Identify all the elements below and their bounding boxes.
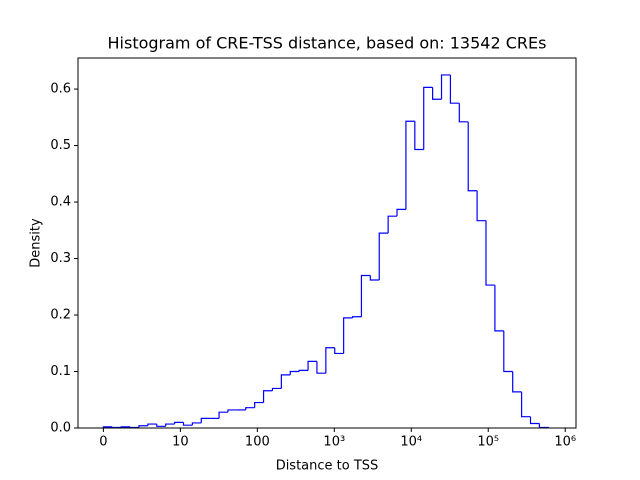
- histogram-bin: [298, 369, 309, 372]
- histogram-bin: [494, 285, 504, 332]
- histogram-bin: [405, 120, 415, 210]
- histogram-bin: [396, 208, 406, 217]
- histogram-bin: [432, 87, 442, 100]
- histogram-bin: [120, 426, 131, 428]
- histogram-bin: [387, 215, 398, 234]
- histogram-bin: [138, 425, 148, 428]
- y-tick-label: 0.5: [50, 138, 71, 153]
- histogram-bin: [271, 387, 282, 391]
- histogram-bin: [378, 232, 389, 280]
- histogram-bin: [351, 316, 362, 318]
- histogram-bin: [147, 423, 157, 426]
- x-tick-label: 100: [245, 435, 270, 450]
- histogram-bin: [182, 422, 193, 426]
- histogram-bin: [503, 330, 513, 373]
- histogram-bin: [129, 426, 139, 429]
- histogram-bin: [280, 374, 291, 389]
- histogram-bin: [262, 390, 273, 403]
- x-tick-label: 0: [99, 435, 107, 450]
- histogram-bin: [325, 347, 335, 374]
- histogram-bin: [165, 423, 175, 427]
- histogram-bin: [538, 423, 549, 429]
- y-axis-label: Density: [29, 218, 44, 268]
- x-axis-label: Distance to TSS: [276, 459, 379, 474]
- histogram-bin: [316, 361, 326, 374]
- histogram-bin: [218, 411, 228, 419]
- y-tick-label: 0.4: [50, 195, 71, 210]
- y-tick-label: 0.3: [50, 251, 71, 266]
- histogram-bin: [227, 409, 237, 413]
- histogram-bin: [458, 103, 469, 123]
- histogram-bin: [467, 121, 478, 192]
- histogram-bin: [423, 86, 433, 150]
- histogram-bin: [254, 401, 264, 408]
- histogram-bin: [111, 426, 122, 429]
- histogram-bin: [343, 317, 353, 354]
- histogram-bin: [520, 391, 531, 418]
- histogram-bin: [191, 422, 202, 426]
- x-tick-label: 10: [172, 435, 189, 450]
- histogram-bin: [173, 421, 184, 425]
- histogram-bin: [440, 74, 451, 100]
- histogram-bin: [529, 416, 540, 425]
- histogram-bin: [334, 347, 344, 355]
- plot-frame: [77, 57, 577, 429]
- y-tick-label: 0.1: [50, 364, 71, 379]
- x-tick-label: 10³: [323, 435, 345, 450]
- y-tick-label: 0.0: [50, 421, 71, 436]
- histogram-bin: [307, 360, 317, 371]
- histogram-bin: [369, 275, 380, 281]
- y-tick-label: 0.6: [50, 82, 71, 97]
- histogram-bin: [476, 190, 487, 222]
- histogram-bin: [485, 220, 495, 286]
- histogram-bin: [449, 74, 460, 104]
- histogram-bin: [245, 407, 255, 410]
- histogram-bin: [360, 274, 371, 317]
- x-tick-label: 10⁶: [554, 435, 576, 450]
- histogram-bin: [289, 370, 300, 375]
- y-tick-label: 0.2: [50, 308, 71, 323]
- histogram-bin: [414, 121, 424, 151]
- chart-title: Histogram of CRE-TSS distance, based on:…: [108, 34, 547, 53]
- histogram-bin: [156, 424, 166, 427]
- histogram-bin: [200, 417, 211, 423]
- x-tick-label: 10⁴: [400, 435, 422, 450]
- histogram-bin: [512, 371, 522, 393]
- x-tick-label: 10⁵: [477, 435, 499, 450]
